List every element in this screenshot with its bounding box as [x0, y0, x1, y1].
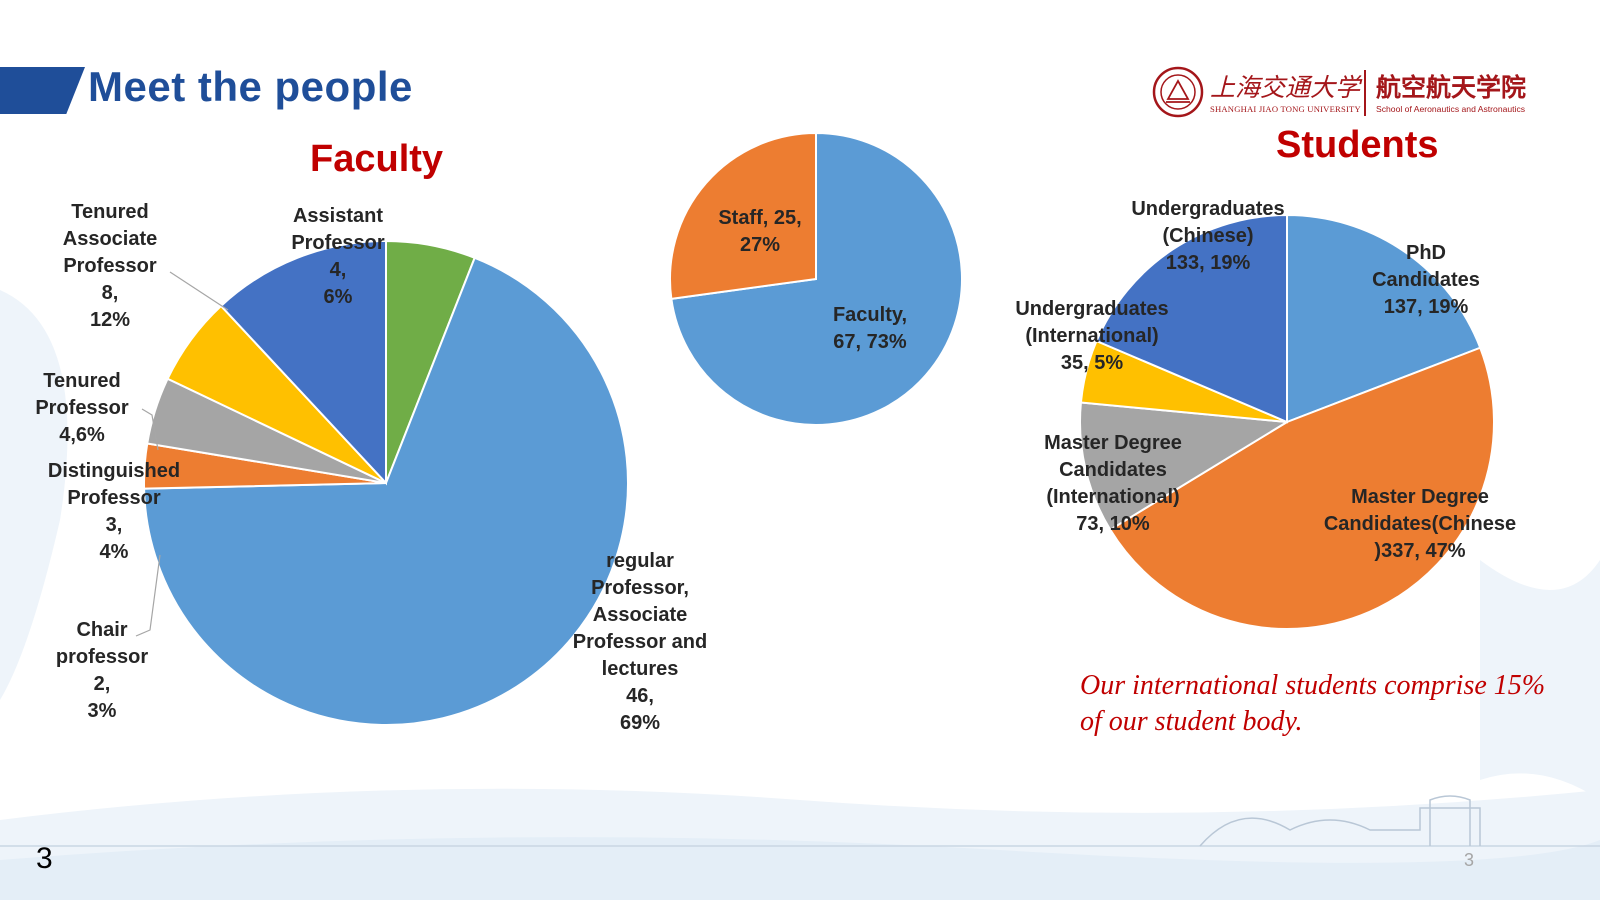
faculty-staff-pie [669, 131, 963, 426]
international-note: Our international students comprise 15% … [1080, 670, 1546, 737]
slice-undergrad-chinese [1095, 213, 1288, 424]
faculty-pie [143, 239, 629, 726]
logo-school-en: School of Aeronautics and Astronautics [1376, 104, 1526, 114]
logo-university-en: SHANGHAI JIAO TONG UNIVERSITY [1210, 104, 1361, 114]
label-distinguished-professor: Distinguished Professor 3, 4% [47, 460, 181, 563]
label-undergrad-international: Undergraduates (International) 35, 5% [1015, 298, 1169, 374]
label-staff: Staff, 25, 27% [718, 207, 802, 256]
page-title: Meet the people [88, 63, 413, 110]
label-phd-candidates: PhD Candidates 137, 19% [1372, 242, 1480, 318]
faculty-chart-title: Faculty [310, 138, 444, 180]
label-chair-professor: Chair professor 2, 3% [55, 619, 149, 722]
university-logo: 上海交通大学 SHANGHAI JIAO TONG UNIVERSITY 航空航… [1152, 64, 1542, 122]
slide-number: 3 [36, 842, 53, 875]
label-regular-professor: regular Professor, Associate Professor a… [572, 550, 708, 734]
label-tenured-associate-professor: Tenured Associate Professor 8, 12% [62, 201, 158, 331]
slice-master-international [1079, 401, 1291, 532]
leader-lines [135, 271, 229, 637]
slice-master-chinese [1108, 346, 1495, 630]
students-chart-title: Students [1276, 124, 1439, 166]
slice-tenured-associate-professor [219, 239, 387, 486]
slice-staff [669, 131, 817, 301]
label-undergrad-chinese: Undergraduates (Chinese) 133, 19% [1131, 198, 1285, 274]
label-tenured-professor: Tenured Professor 4,6% [35, 370, 129, 446]
logo-school-cn: 航空航天学院 [1376, 74, 1527, 102]
label-faculty: Faculty, 67, 73% [832, 304, 908, 353]
label-assistant-professor: Assistant Professor 4, 6% [291, 205, 385, 308]
students-pie [1079, 213, 1495, 630]
footer-page-number: 3 [1464, 850, 1475, 870]
leader-line [169, 271, 229, 311]
logo-divider [1364, 70, 1366, 116]
label-master-international: Master Degree Candidates (International)… [1044, 432, 1182, 535]
leader-line [135, 554, 161, 637]
label-master-chinese: Master Degree Candidates(Chinese )337, 4… [1323, 486, 1517, 562]
logo-university-cn: 上海交通大学 [1210, 73, 1361, 102]
slice-regular-professor [143, 256, 629, 726]
slice-phd-candidates [1286, 213, 1482, 424]
leader-line [141, 408, 159, 451]
university-seal-icon [1152, 66, 1204, 118]
